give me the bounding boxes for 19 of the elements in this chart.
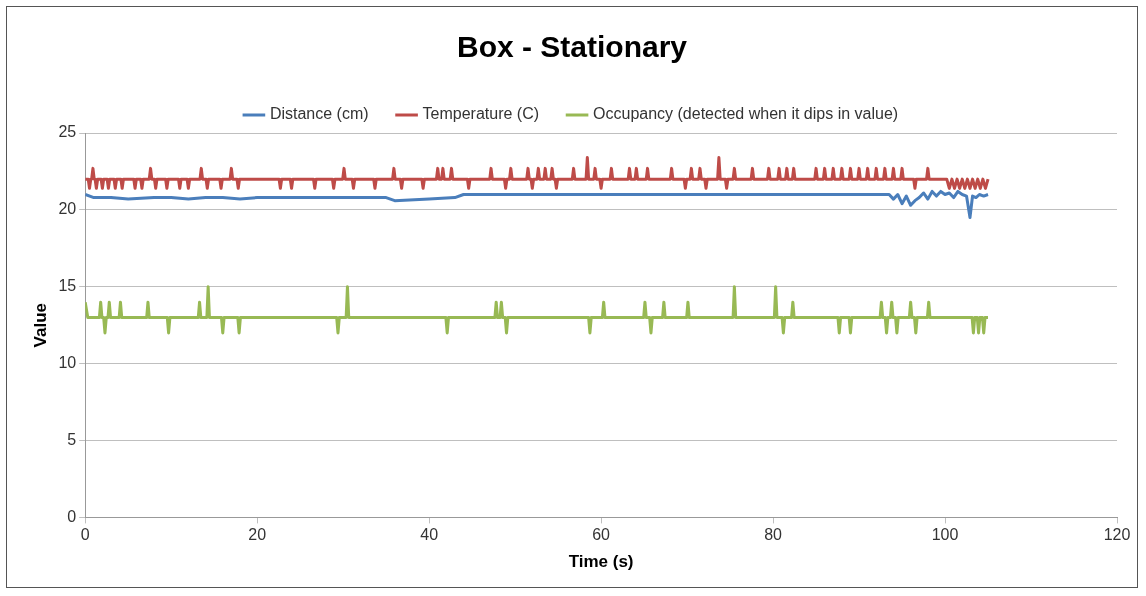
x-tick-label: 40 xyxy=(420,526,439,544)
legend-label: Occupancy (detected when it dips in value) xyxy=(593,105,899,123)
y-tick-label: 10 xyxy=(58,354,77,372)
x-tick-label: 60 xyxy=(592,526,611,544)
x-tick-label: 80 xyxy=(764,526,783,544)
y-tick-label: 0 xyxy=(67,507,77,525)
x-tick-label: 120 xyxy=(1103,526,1131,544)
x-tick-label: 100 xyxy=(931,526,959,544)
y-tick-label: 20 xyxy=(58,200,77,218)
y-tick-label: 5 xyxy=(67,430,77,448)
chart-title: Box - Stationary xyxy=(456,30,688,64)
x-tick-label: 0 xyxy=(80,526,90,544)
legend-label: Temperature (C) xyxy=(422,105,540,123)
x-axis-title: Time (s) xyxy=(568,552,634,572)
y-tick-label: 25 xyxy=(58,123,77,141)
y-tick-label: 15 xyxy=(58,277,77,295)
x-tick-label: 20 xyxy=(248,526,267,544)
y-axis-title: Value xyxy=(30,302,50,348)
legend-label: Distance (cm) xyxy=(269,105,369,123)
